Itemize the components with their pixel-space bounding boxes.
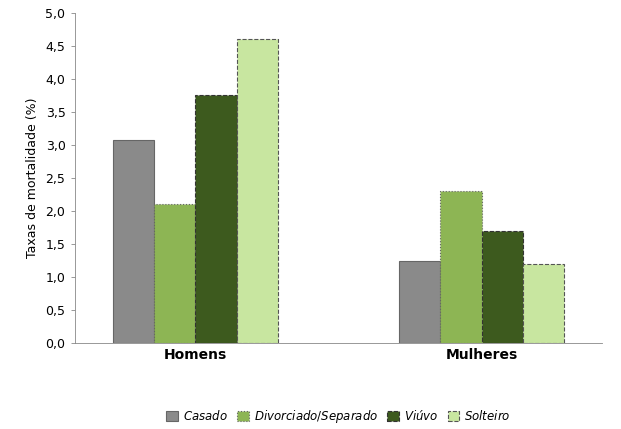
Bar (399, 261, 440, 343)
Legend: $\it{Casado}$, $\it{Divorciado/Separado}$, $\it{Viúvo}$, $\it{Solteiro}$: $\it{Casado}$, $\it{Divorciado/Separado}… (161, 403, 515, 429)
Bar (154, 205, 196, 343)
Bar (523, 264, 564, 343)
Bar (440, 191, 481, 343)
Bar (112, 140, 154, 343)
Y-axis label: Taxas de mortalidade (%): Taxas de mortalidade (%) (25, 98, 39, 258)
Bar (196, 95, 237, 343)
Bar (237, 39, 278, 343)
Bar (481, 231, 523, 343)
